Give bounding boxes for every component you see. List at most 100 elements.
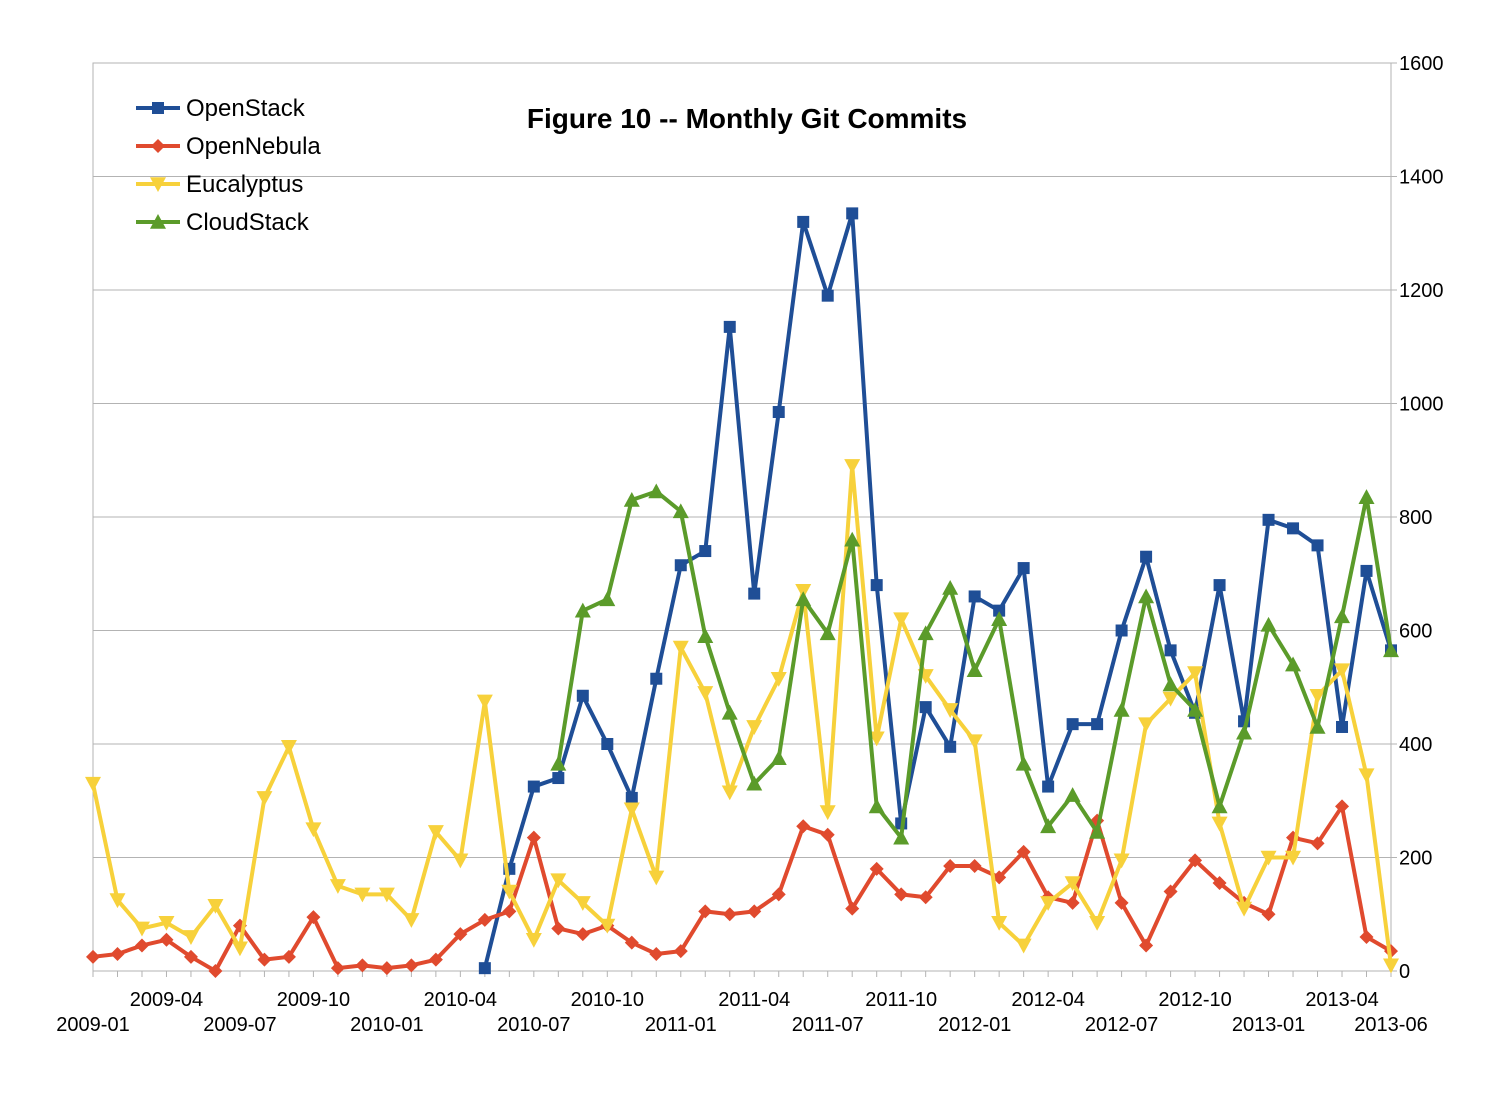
- point-openstack-2011-07: [821, 289, 834, 302]
- point-eucalyptus-2010-04: [452, 853, 469, 869]
- point-eucalyptus-2010-05: [476, 694, 493, 710]
- point-eucalyptus-2012-02: [991, 915, 1008, 931]
- point-eucalyptus-2010-07: [525, 932, 542, 948]
- point-opennebula-2011-05: [771, 887, 786, 902]
- point-eucalyptus-2010-01: [378, 887, 395, 903]
- x-tick-label-2009-10: 2009-10: [277, 989, 350, 1011]
- point-openstack-2012-06: [1091, 718, 1104, 731]
- point-cloudstack-2011-12: [942, 579, 959, 595]
- x-tick-label-2011-07: 2011-07: [792, 1014, 864, 1036]
- point-eucalyptus-2011-12: [942, 703, 959, 718]
- series-group: [85, 207, 1399, 978]
- point-cloudstack-2011-02: [697, 628, 714, 643]
- y-tick-label-1600: 1600: [1399, 53, 1444, 75]
- point-opennebula-2009-08: [257, 952, 272, 967]
- point-opennebula-2012-03: [1016, 844, 1031, 859]
- point-eucalyptus-2012-05: [1064, 876, 1081, 892]
- point-opennebula-2012-02: [992, 870, 1007, 885]
- x-tick-label-2010-04: 2010-04: [424, 989, 497, 1011]
- point-eucalyptus-2013-06: [1383, 958, 1399, 974]
- x-tick-label-2012-04: 2012-04: [1011, 989, 1084, 1011]
- point-cloudstack-2012-04: [1040, 818, 1057, 834]
- y-axis-ticks: 0 200 400 600 800 1000 1200 1400 1600: [1391, 53, 1444, 983]
- legend-label-eucalyptus: Eucalyptus: [186, 171, 303, 198]
- point-openstack-2013-05: [1360, 564, 1373, 577]
- legend-label-opennebula: OpenNebula: [186, 133, 321, 160]
- point-opennebula-2011-03: [722, 907, 737, 922]
- point-opennebula-2011-01: [673, 944, 688, 959]
- point-openstack-2011-12: [944, 740, 957, 753]
- point-openstack-2013-04: [1336, 720, 1349, 733]
- y-tick-label-1400: 1400: [1399, 167, 1444, 189]
- point-openstack-2010-07: [527, 780, 540, 793]
- point-opennebula-2011-04: [747, 904, 762, 919]
- point-openstack-2012-04: [1042, 780, 1055, 793]
- legend-marker-eucalyptus: [150, 177, 166, 192]
- point-eucalyptus-2010-06: [501, 884, 518, 900]
- point-openstack-2011-05: [772, 406, 785, 419]
- point-eucalyptus-2010-10: [599, 918, 616, 934]
- point-eucalyptus-2012-01: [966, 734, 983, 750]
- point-eucalyptus-2011-02: [697, 686, 714, 701]
- point-eucalyptus-2012-12: [1236, 901, 1253, 917]
- legend-item-openstack: OpenStack: [136, 95, 306, 122]
- point-eucalyptus-2010-11: [623, 802, 640, 818]
- point-eucalyptus-2010-02: [403, 913, 420, 928]
- x-tick-label-2013-06: 2013-06: [1354, 1014, 1427, 1036]
- point-opennebula-2011-07: [820, 827, 835, 842]
- x-tick-label-2010-01: 2010-01: [350, 1014, 423, 1036]
- point-cloudstack-2012-12: [1236, 724, 1253, 740]
- point-eucalyptus-2011-10: [893, 612, 910, 628]
- point-cloudstack-2012-08: [1138, 588, 1155, 604]
- point-openstack-2012-09: [1164, 644, 1177, 657]
- point-cloudstack-2011-08: [844, 531, 861, 547]
- x-tick-label-2009-07: 2009-07: [203, 1014, 276, 1036]
- point-openstack-2011-04: [748, 587, 761, 600]
- point-opennebula-2011-10: [894, 887, 909, 902]
- point-eucalyptus-2011-03: [721, 785, 738, 801]
- point-cloudstack-2010-10: [599, 591, 616, 607]
- point-eucalyptus-2009-10: [305, 822, 322, 838]
- x-tick-label-2009-04: 2009-04: [130, 989, 203, 1011]
- series-eucalyptus: [85, 459, 1399, 974]
- point-eucalyptus-2012-04: [1040, 896, 1057, 911]
- point-cloudstack-2013-06: [1383, 642, 1399, 658]
- point-cloudstack-2012-02: [991, 611, 1008, 626]
- series-opennebula: [86, 799, 1398, 978]
- point-opennebula-2011-08: [845, 901, 860, 916]
- chart-title: Figure 10 -- Monthly Git Commits: [527, 103, 967, 134]
- point-openstack-2010-12: [650, 672, 663, 685]
- point-openstack-2011-06: [797, 215, 810, 228]
- point-opennebula-2012-09: [1163, 884, 1178, 899]
- legend-marker-opennebula: [151, 139, 165, 153]
- point-openstack-2012-01: [968, 590, 981, 603]
- point-eucalyptus-2009-06: [207, 898, 224, 914]
- point-eucalyptus-2012-10: [1187, 666, 1204, 682]
- point-cloudstack-2011-07: [819, 625, 836, 641]
- point-opennebula-2009-12: [355, 958, 370, 973]
- y-tick-label-800: 800: [1399, 507, 1432, 529]
- point-eucalyptus-2012-09: [1162, 691, 1179, 707]
- x-tick-label-2010-07: 2010-07: [497, 1014, 570, 1036]
- x-tick-label-2011-10: 2011-10: [865, 989, 937, 1011]
- series-line-opennebula: [91, 804, 1393, 973]
- point-eucalyptus-2013-04: [1334, 663, 1351, 679]
- point-opennebula-2012-07: [1114, 895, 1129, 910]
- y-tick-label-0: 0: [1399, 961, 1410, 983]
- point-opennebula-2009-11: [330, 961, 345, 976]
- point-openstack-2010-09: [576, 689, 589, 702]
- point-eucalyptus-2009-09: [280, 740, 297, 755]
- point-opennebula-2010-02: [404, 958, 419, 973]
- point-openstack-2011-03: [723, 320, 736, 333]
- point-eucalyptus-2011-04: [746, 720, 763, 735]
- legend-item-opennebula: OpenNebula: [136, 133, 321, 160]
- point-opennebula-2012-05: [1065, 895, 1080, 910]
- point-eucalyptus-2011-01: [672, 640, 689, 656]
- point-opennebula-2011-02: [698, 904, 713, 919]
- point-cloudstack-2012-10: [1187, 701, 1204, 717]
- point-opennebula-2009-06: [208, 964, 223, 978]
- point-openstack-2012-03: [1017, 562, 1030, 575]
- point-cloudstack-2011-01: [672, 503, 689, 519]
- point-openstack-2011-02: [699, 545, 712, 558]
